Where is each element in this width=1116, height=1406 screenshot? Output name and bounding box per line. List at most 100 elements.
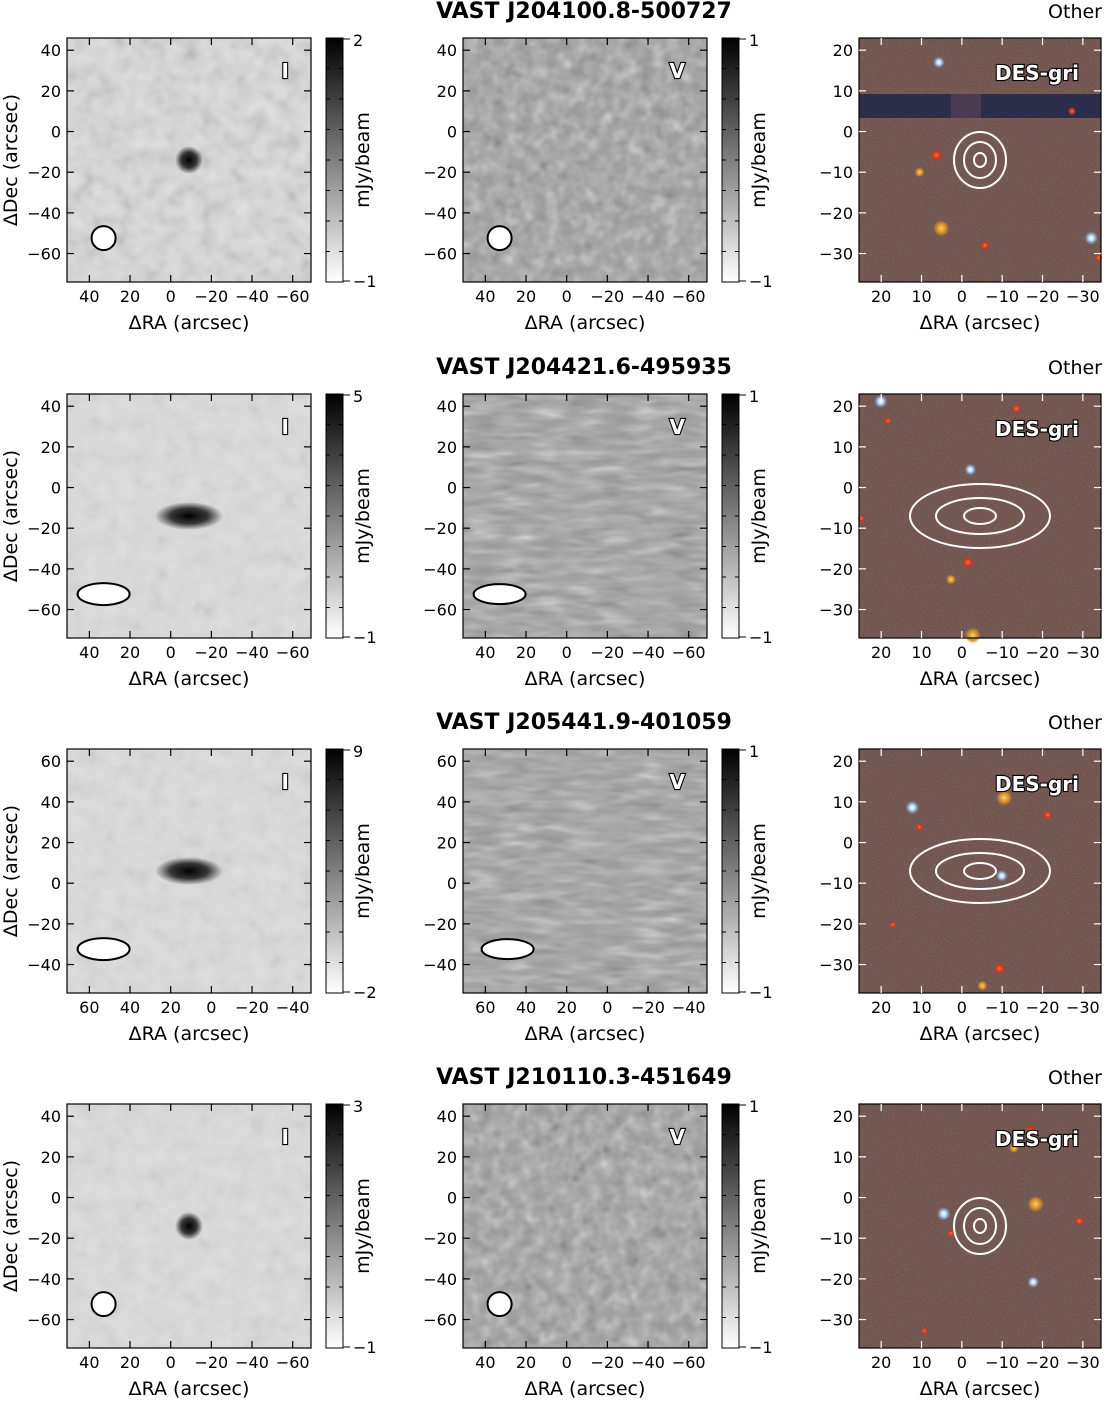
x-tick-label: −40 — [235, 287, 269, 306]
contour — [963, 1207, 997, 1245]
stokes-v-frame — [462, 393, 708, 639]
colorbar-max-label: 1 — [749, 1097, 759, 1116]
colorbar-min-label: −1 — [749, 1338, 773, 1357]
x-tick-label: −20 — [1026, 643, 1060, 662]
colorbar-max-label: 2 — [353, 31, 363, 50]
x-axis-label: ΔRA (arcsec) — [525, 668, 646, 690]
x-tick-label: 0 — [957, 287, 967, 306]
x-tick-label: 0 — [957, 1353, 967, 1372]
panel-label: DES-gri — [995, 417, 1079, 441]
contour — [909, 838, 1051, 904]
y-tick-label: 0 — [843, 123, 853, 142]
panel-label: DES-gri — [995, 61, 1079, 85]
x-tick-label: 40 — [120, 998, 140, 1017]
x-tick-label: −20 — [590, 643, 624, 662]
row-title: VAST J204100.8-500727 — [436, 0, 732, 24]
star — [914, 167, 925, 178]
star — [1024, 1124, 1037, 1137]
y-tick-label: −20 — [819, 560, 853, 579]
x-axis-label: ΔRA (arcsec) — [920, 668, 1041, 690]
y-tick-label: 20 — [41, 1148, 61, 1167]
star — [933, 220, 950, 237]
y-tick-label: −10 — [819, 874, 853, 893]
x-tick-label: 20 — [871, 998, 891, 1017]
x-tick-label: −30 — [1066, 643, 1100, 662]
y-tick-label: −40 — [27, 1270, 61, 1289]
y-tick-label: 40 — [41, 1107, 61, 1126]
row-classification: Other — [1048, 357, 1102, 379]
detector-gap — [951, 94, 981, 118]
y-tick-label: 0 — [447, 123, 457, 142]
y-tick-label: 40 — [41, 397, 61, 416]
star — [964, 463, 977, 476]
row-classification: Other — [1048, 1067, 1102, 1089]
star — [884, 416, 893, 425]
colorbar-label: mJy/beam — [748, 112, 770, 208]
x-tick-label: 20 — [516, 287, 536, 306]
star — [905, 800, 920, 815]
y-tick-label: −10 — [819, 163, 853, 182]
y-tick-label: −60 — [423, 601, 457, 620]
colorbar-min-label: −1 — [749, 628, 773, 647]
panel-label: V — [670, 415, 686, 439]
x-tick-label: −40 — [631, 643, 665, 662]
y-tick-label: −30 — [819, 601, 853, 620]
optical-noise — [859, 749, 1101, 993]
optical-frame — [858, 37, 1102, 283]
x-tick-label: −20 — [194, 643, 228, 662]
colorbar-label: mJy/beam — [352, 823, 374, 919]
panel-label: I — [282, 1125, 289, 1149]
contour — [909, 483, 1051, 549]
x-tick-label: 40 — [475, 643, 495, 662]
panel-label: V — [670, 770, 686, 794]
star — [977, 980, 988, 991]
panel-label: DES-gri — [995, 1127, 1079, 1151]
x-tick-label: −10 — [985, 643, 1019, 662]
stokes-i-source — [175, 146, 203, 174]
x-tick-label: 60 — [475, 998, 495, 1017]
panel-label: V — [670, 59, 686, 83]
star — [1008, 1142, 1019, 1153]
beam-ellipse — [76, 582, 131, 607]
colorbar-label: mJy/beam — [748, 468, 770, 564]
colorbar-label: mJy/beam — [352, 1178, 374, 1274]
x-tick-label: −10 — [985, 1353, 1019, 1372]
star — [979, 240, 990, 251]
y-tick-label: −60 — [423, 245, 457, 264]
x-tick-label: 20 — [516, 1353, 536, 1372]
y-tick-label: 10 — [833, 1148, 853, 1167]
stokes-v-frame — [462, 1103, 708, 1349]
row-title: VAST J204421.6-495935 — [436, 355, 732, 380]
contour — [973, 152, 987, 168]
optical-frame — [858, 1103, 1102, 1349]
row-title: VAST J205441.9-401059 — [436, 710, 732, 735]
contour — [935, 497, 1025, 535]
y-tick-label: 40 — [41, 41, 61, 60]
y-tick-label: −30 — [819, 245, 853, 264]
panel-label: V — [670, 59, 686, 83]
y-tick-label: −20 — [819, 915, 853, 934]
star — [995, 869, 1008, 882]
star — [1067, 107, 1076, 116]
y-tick-label: 40 — [437, 793, 457, 812]
colorbar-max-label: 1 — [749, 742, 759, 761]
stokes-i-frame — [66, 37, 312, 283]
x-axis-label: ΔRA (arcsec) — [920, 312, 1041, 334]
colorbar-max-label: 5 — [353, 387, 363, 406]
colorbar-max-label: 1 — [749, 31, 759, 50]
y-tick-label: 20 — [437, 82, 457, 101]
y-tick-label: −60 — [27, 601, 61, 620]
star — [964, 627, 981, 644]
x-tick-label: −30 — [1066, 287, 1100, 306]
star — [945, 574, 956, 585]
optical-frame — [858, 393, 1102, 639]
star — [1084, 231, 1099, 246]
stokes-i-frame — [66, 1103, 312, 1349]
